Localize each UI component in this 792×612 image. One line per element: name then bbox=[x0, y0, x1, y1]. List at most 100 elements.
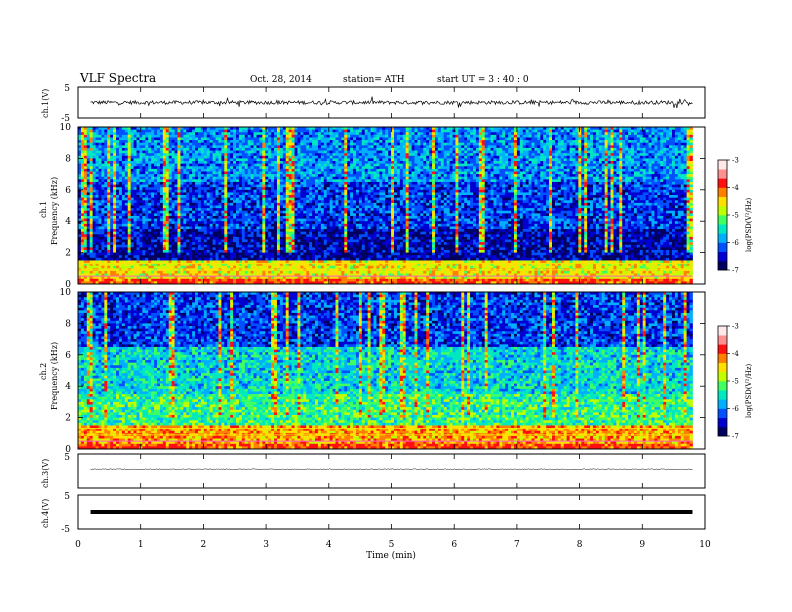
spectrogram-cell bbox=[212, 236, 216, 240]
spectrogram-cell bbox=[238, 239, 243, 243]
spectrogram-cell bbox=[200, 127, 205, 131]
spectrogram-cell bbox=[174, 270, 178, 274]
spectrogram-cell bbox=[154, 181, 158, 185]
spectrogram-cell bbox=[95, 134, 99, 138]
spectrogram-cell bbox=[116, 163, 120, 167]
spectrogram-cell bbox=[306, 163, 310, 167]
spectrogram-cell bbox=[118, 260, 123, 264]
spectrogram-cell bbox=[130, 221, 134, 225]
spectrogram-cell bbox=[177, 202, 181, 206]
spectrogram-cell bbox=[95, 270, 99, 274]
spectrogram-cell bbox=[253, 249, 257, 253]
spectrogram-cell bbox=[285, 223, 290, 227]
spectrogram-cell bbox=[78, 155, 82, 159]
spectrogram-cell bbox=[145, 171, 149, 175]
spectrogram-cell bbox=[285, 142, 290, 146]
spectrogram-cell bbox=[247, 147, 252, 151]
spectrogram-cell bbox=[306, 281, 310, 285]
spectrogram-cell bbox=[262, 215, 266, 219]
spectrogram-cell bbox=[218, 255, 222, 259]
spectrogram-cell bbox=[282, 221, 287, 225]
spectrogram-cell bbox=[317, 257, 322, 261]
spectrogram-cell bbox=[233, 239, 237, 243]
spectrogram-cell bbox=[107, 229, 111, 233]
spectrogram-cell bbox=[288, 134, 292, 138]
spectrogram-cell bbox=[171, 176, 175, 180]
spectrogram-cell bbox=[303, 281, 307, 285]
spectrogram-cell bbox=[233, 150, 237, 154]
spectrogram-cell bbox=[236, 158, 240, 162]
spectrogram-cell bbox=[145, 231, 149, 235]
spectrogram-cell bbox=[262, 158, 266, 162]
spectrogram-cell bbox=[212, 202, 216, 206]
spectrogram-cell bbox=[294, 249, 298, 253]
spectrogram-cell bbox=[291, 239, 295, 243]
spectrogram-cell bbox=[288, 273, 292, 277]
spectrogram-cell bbox=[268, 142, 272, 146]
spectrogram-cell bbox=[136, 276, 140, 280]
spectrogram-cell bbox=[127, 127, 132, 131]
spectrogram-cell bbox=[159, 249, 164, 253]
spectrogram-cell bbox=[206, 163, 211, 167]
spectrogram-cell bbox=[238, 161, 243, 165]
spectrogram-cell bbox=[265, 213, 269, 217]
spectrogram-cell bbox=[215, 247, 219, 251]
spectrogram-cell bbox=[215, 215, 219, 219]
spectrogram-cell bbox=[136, 171, 140, 175]
spectrogram-cell bbox=[83, 184, 88, 188]
spectrogram-cell bbox=[183, 129, 187, 133]
spectrogram-cell bbox=[113, 134, 117, 138]
spectrogram-cell bbox=[186, 145, 190, 149]
spectrogram-cell bbox=[121, 161, 126, 165]
spectrogram-cell bbox=[241, 140, 246, 144]
spectrogram-cell bbox=[215, 244, 219, 248]
spectrogram-cell bbox=[78, 273, 82, 277]
spectrogram-cell bbox=[110, 161, 114, 165]
spectrogram-cell bbox=[206, 218, 211, 222]
spectrogram-cell bbox=[256, 163, 260, 167]
spectrogram-cell bbox=[306, 223, 310, 227]
spectrogram-cell bbox=[154, 236, 158, 240]
spectrogram-cell bbox=[78, 153, 82, 157]
spectrogram-cell bbox=[227, 174, 231, 178]
spectrogram-cell bbox=[215, 147, 219, 151]
spectrogram-cell bbox=[189, 187, 193, 191]
spectrogram-cell bbox=[89, 213, 94, 217]
spectrogram-cell bbox=[247, 263, 252, 267]
spectrogram-cell bbox=[221, 218, 225, 222]
spectrogram-cell bbox=[241, 244, 246, 248]
spectrogram-cell bbox=[124, 200, 129, 204]
spectrogram-cell bbox=[78, 257, 82, 261]
spectrogram-cell bbox=[171, 189, 175, 193]
spectrogram-cell bbox=[151, 221, 155, 225]
spectrogram-cell bbox=[288, 260, 292, 264]
spectrogram-cell bbox=[145, 147, 149, 151]
spectrogram-cell bbox=[276, 234, 281, 238]
spectrogram-cell bbox=[294, 236, 298, 240]
spectrogram-cell bbox=[197, 195, 202, 199]
spectrogram-cell bbox=[259, 197, 263, 201]
spectrogram-cell bbox=[145, 215, 149, 219]
spectrogram-cell bbox=[253, 171, 257, 175]
spectrogram-cell bbox=[139, 168, 143, 172]
spectrogram-cell bbox=[297, 153, 301, 157]
spectrogram-cell bbox=[136, 189, 140, 193]
spectrogram-cell bbox=[174, 252, 178, 256]
spectrogram-cell bbox=[233, 278, 237, 282]
spectrogram-cell bbox=[276, 158, 281, 162]
spectrogram-cell bbox=[118, 150, 123, 154]
spectrogram-cell bbox=[83, 129, 88, 133]
spectrogram-cell bbox=[285, 249, 290, 253]
spectrogram-cell bbox=[285, 270, 290, 274]
spectrogram-cell bbox=[157, 255, 161, 259]
spectrogram-cell bbox=[247, 179, 252, 183]
spectrogram-cell bbox=[110, 244, 114, 248]
spectrogram-cell bbox=[285, 260, 290, 264]
spectrogram-cell bbox=[162, 278, 167, 282]
spectrogram-cell bbox=[110, 132, 114, 136]
spectrogram-cell bbox=[200, 247, 205, 251]
spectrogram-cell bbox=[121, 244, 126, 248]
spectrogram-cell bbox=[317, 127, 322, 131]
spectrogram-cell bbox=[250, 223, 254, 227]
spectrogram-cell bbox=[212, 142, 216, 146]
